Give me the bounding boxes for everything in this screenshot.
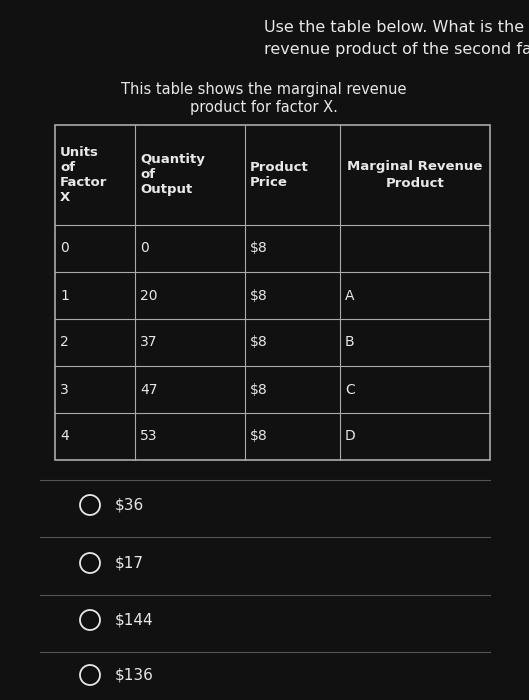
Text: Units
of
Factor
X: Units of Factor X	[60, 146, 107, 204]
Text: Quantity
of
Output: Quantity of Output	[140, 153, 205, 197]
Text: $8: $8	[250, 335, 268, 349]
Text: 20: 20	[140, 288, 158, 302]
Text: $36: $36	[115, 498, 144, 512]
Text: $8: $8	[250, 288, 268, 302]
Text: $136: $136	[115, 668, 154, 682]
Text: 0: 0	[60, 241, 69, 255]
Text: D: D	[345, 430, 355, 444]
Text: $17: $17	[115, 556, 144, 570]
Text: 53: 53	[140, 430, 158, 444]
Text: Product
Price: Product Price	[250, 161, 309, 189]
Text: $8: $8	[250, 382, 268, 396]
Text: A: A	[345, 288, 354, 302]
Text: C: C	[345, 382, 355, 396]
Text: product for factor X.: product for factor X.	[190, 100, 338, 115]
Text: This table shows the marginal revenue: This table shows the marginal revenue	[121, 82, 407, 97]
Text: 47: 47	[140, 382, 158, 396]
Text: 37: 37	[140, 335, 158, 349]
Text: 2: 2	[60, 335, 69, 349]
Bar	[55, 125, 490, 460]
Text: $8: $8	[250, 430, 268, 444]
Text: $8: $8	[250, 241, 268, 255]
Text: B: B	[345, 335, 354, 349]
Text: 0: 0	[140, 241, 149, 255]
Text: $144: $144	[115, 612, 153, 627]
Text: Use the table below. What is the marginal: Use the table below. What is the margina…	[264, 20, 529, 35]
Text: Marginal Revenue
Product: Marginal Revenue Product	[348, 160, 482, 190]
Text: 4: 4	[60, 430, 69, 444]
Text: 1: 1	[60, 288, 69, 302]
Text: 3: 3	[60, 382, 69, 396]
Text: revenue product of the second factor?: revenue product of the second factor?	[264, 42, 529, 57]
